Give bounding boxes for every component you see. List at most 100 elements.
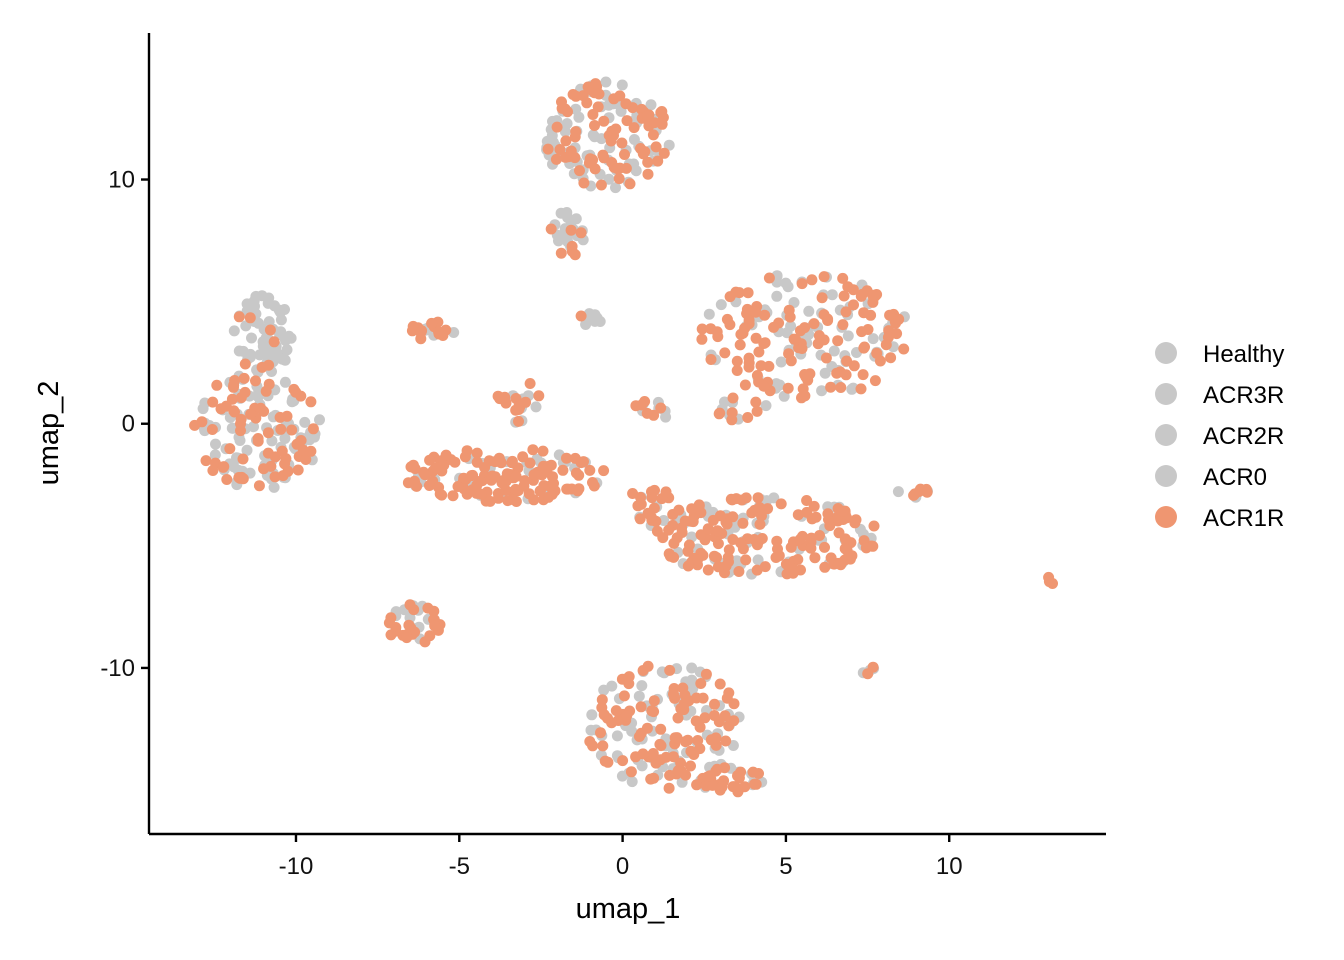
cell-point-acr1r [867, 540, 879, 552]
cell-point-acr1r [625, 766, 637, 778]
cell-point-other [240, 320, 252, 332]
cell-point-acr1r [426, 317, 438, 329]
cell-point-acr1r [621, 710, 633, 722]
cell-point-acr1r [592, 101, 604, 113]
cell-point-acr1r [837, 272, 849, 284]
cell-point-acr1r [763, 360, 775, 372]
cell-point-acr1r [554, 144, 566, 155]
cell-point-acr1r [253, 480, 265, 492]
cell-point-acr1r [758, 380, 770, 392]
cell-point-acr1r [818, 271, 830, 283]
cell-point-acr1r [542, 143, 554, 155]
cell-point-acr1r [589, 120, 600, 131]
cell-point-acr1r [771, 535, 783, 547]
y-axis-title: umap_2 [33, 381, 65, 486]
cell-point-acr1r [250, 375, 261, 387]
cell-point-acr1r [492, 492, 504, 504]
cell-point-acr1r [235, 418, 246, 430]
cell-point-acr1r [805, 542, 817, 554]
cell-point-acr1r [595, 727, 606, 739]
cell-point-acr1r [623, 678, 635, 690]
legend-label: ACR2R [1203, 423, 1284, 450]
cell-point-acr1r [707, 779, 718, 791]
legend-label: ACR1R [1203, 505, 1284, 532]
cell-point-other [780, 277, 792, 289]
cell-point-acr1r [839, 543, 851, 555]
cell-point-other [752, 554, 764, 566]
cell-point-other [271, 347, 283, 359]
x-tick-label: 5 [779, 853, 792, 880]
legend-item: ACR0 [1155, 464, 1267, 491]
cell-point-acr1r [305, 396, 317, 408]
cell-point-acr1r [833, 527, 845, 539]
legend: Healthy ACR3R ACR2R ACR0 ACR1R [1155, 341, 1284, 532]
cell-point-acr1r [440, 449, 452, 461]
cell-point-acr1r [687, 516, 699, 528]
cell-point-acr1r [775, 498, 787, 510]
cell-point-acr1r [751, 405, 763, 417]
cell-point-acr1r [581, 97, 593, 109]
cell-point-acr1r [433, 326, 444, 338]
cell-point-acr1r [237, 453, 249, 465]
cell-point-other [279, 376, 291, 388]
cell-point-acr1r [524, 378, 536, 389]
legend-key [1155, 383, 1177, 405]
cell-point-acr1r [292, 464, 304, 476]
cell-point-acr1r [855, 383, 867, 395]
cell-point-other [775, 356, 787, 368]
cell-point-acr1r [517, 451, 529, 463]
cell-point-acr1r [686, 503, 698, 515]
cell-point-acr1r [471, 479, 483, 491]
cell-point-acr1r [385, 629, 397, 641]
cell-point-acr1r [411, 480, 423, 492]
cell-point-acr1r [720, 735, 732, 747]
cell-point-acr1r [556, 96, 567, 108]
cell-point-other [645, 99, 657, 111]
cell-point-acr1r [795, 325, 806, 337]
cell-point-acr1r [584, 736, 596, 747]
cell-point-acr1r [447, 490, 459, 502]
x-tick-label: -10 [279, 853, 314, 880]
cell-point-acr1r [263, 359, 275, 371]
cell-point-other [606, 680, 618, 692]
cell-point-acr1r [565, 224, 577, 236]
cell-point-acr1r [804, 368, 816, 380]
cell-point-other [846, 383, 858, 395]
cell-point-acr1r [471, 447, 483, 459]
cell-point-other [266, 435, 278, 447]
cell-point-acr1r [619, 149, 630, 160]
cell-point-acr1r [742, 412, 754, 423]
cell-point-other [867, 333, 879, 345]
cell-point-acr1r [590, 78, 601, 90]
cell-point-other [197, 403, 209, 415]
cell-point-acr1r [648, 502, 660, 514]
cell-point-acr1r [433, 481, 445, 493]
cell-point-acr1r [656, 106, 668, 117]
cell-point-acr1r [723, 544, 735, 556]
cell-point-acr1r [634, 513, 646, 525]
cell-point-acr1r [551, 121, 563, 133]
cell-point-other [275, 314, 287, 326]
cell-point-acr1r [305, 445, 317, 457]
cell-point-acr1r [207, 396, 219, 408]
cell-point-acr1r [493, 452, 505, 464]
cell-point-other [570, 213, 582, 225]
cell-point-acr1r [510, 496, 522, 507]
cell-point-acr1r [485, 474, 497, 486]
x-tick-label: 0 [616, 853, 629, 880]
cell-point-other [586, 709, 598, 721]
cell-point-acr1r [685, 760, 696, 772]
cell-point-acr1r [808, 500, 820, 512]
cell-point-acr1r [848, 299, 859, 311]
cell-point-acr1r [597, 740, 609, 752]
cell-point-acr1r [268, 336, 280, 348]
y-tick-label: 0 [122, 411, 135, 438]
x-tick-label: 10 [936, 853, 963, 880]
cell-point-acr1r [587, 477, 598, 488]
cell-point-acr1r [770, 552, 782, 563]
cell-point-acr1r [233, 311, 245, 323]
cell-point-acr1r [840, 369, 852, 381]
cell-point-acr1r [533, 390, 545, 402]
cell-point-acr1r [652, 155, 664, 167]
cell-point-acr1r [822, 313, 834, 325]
